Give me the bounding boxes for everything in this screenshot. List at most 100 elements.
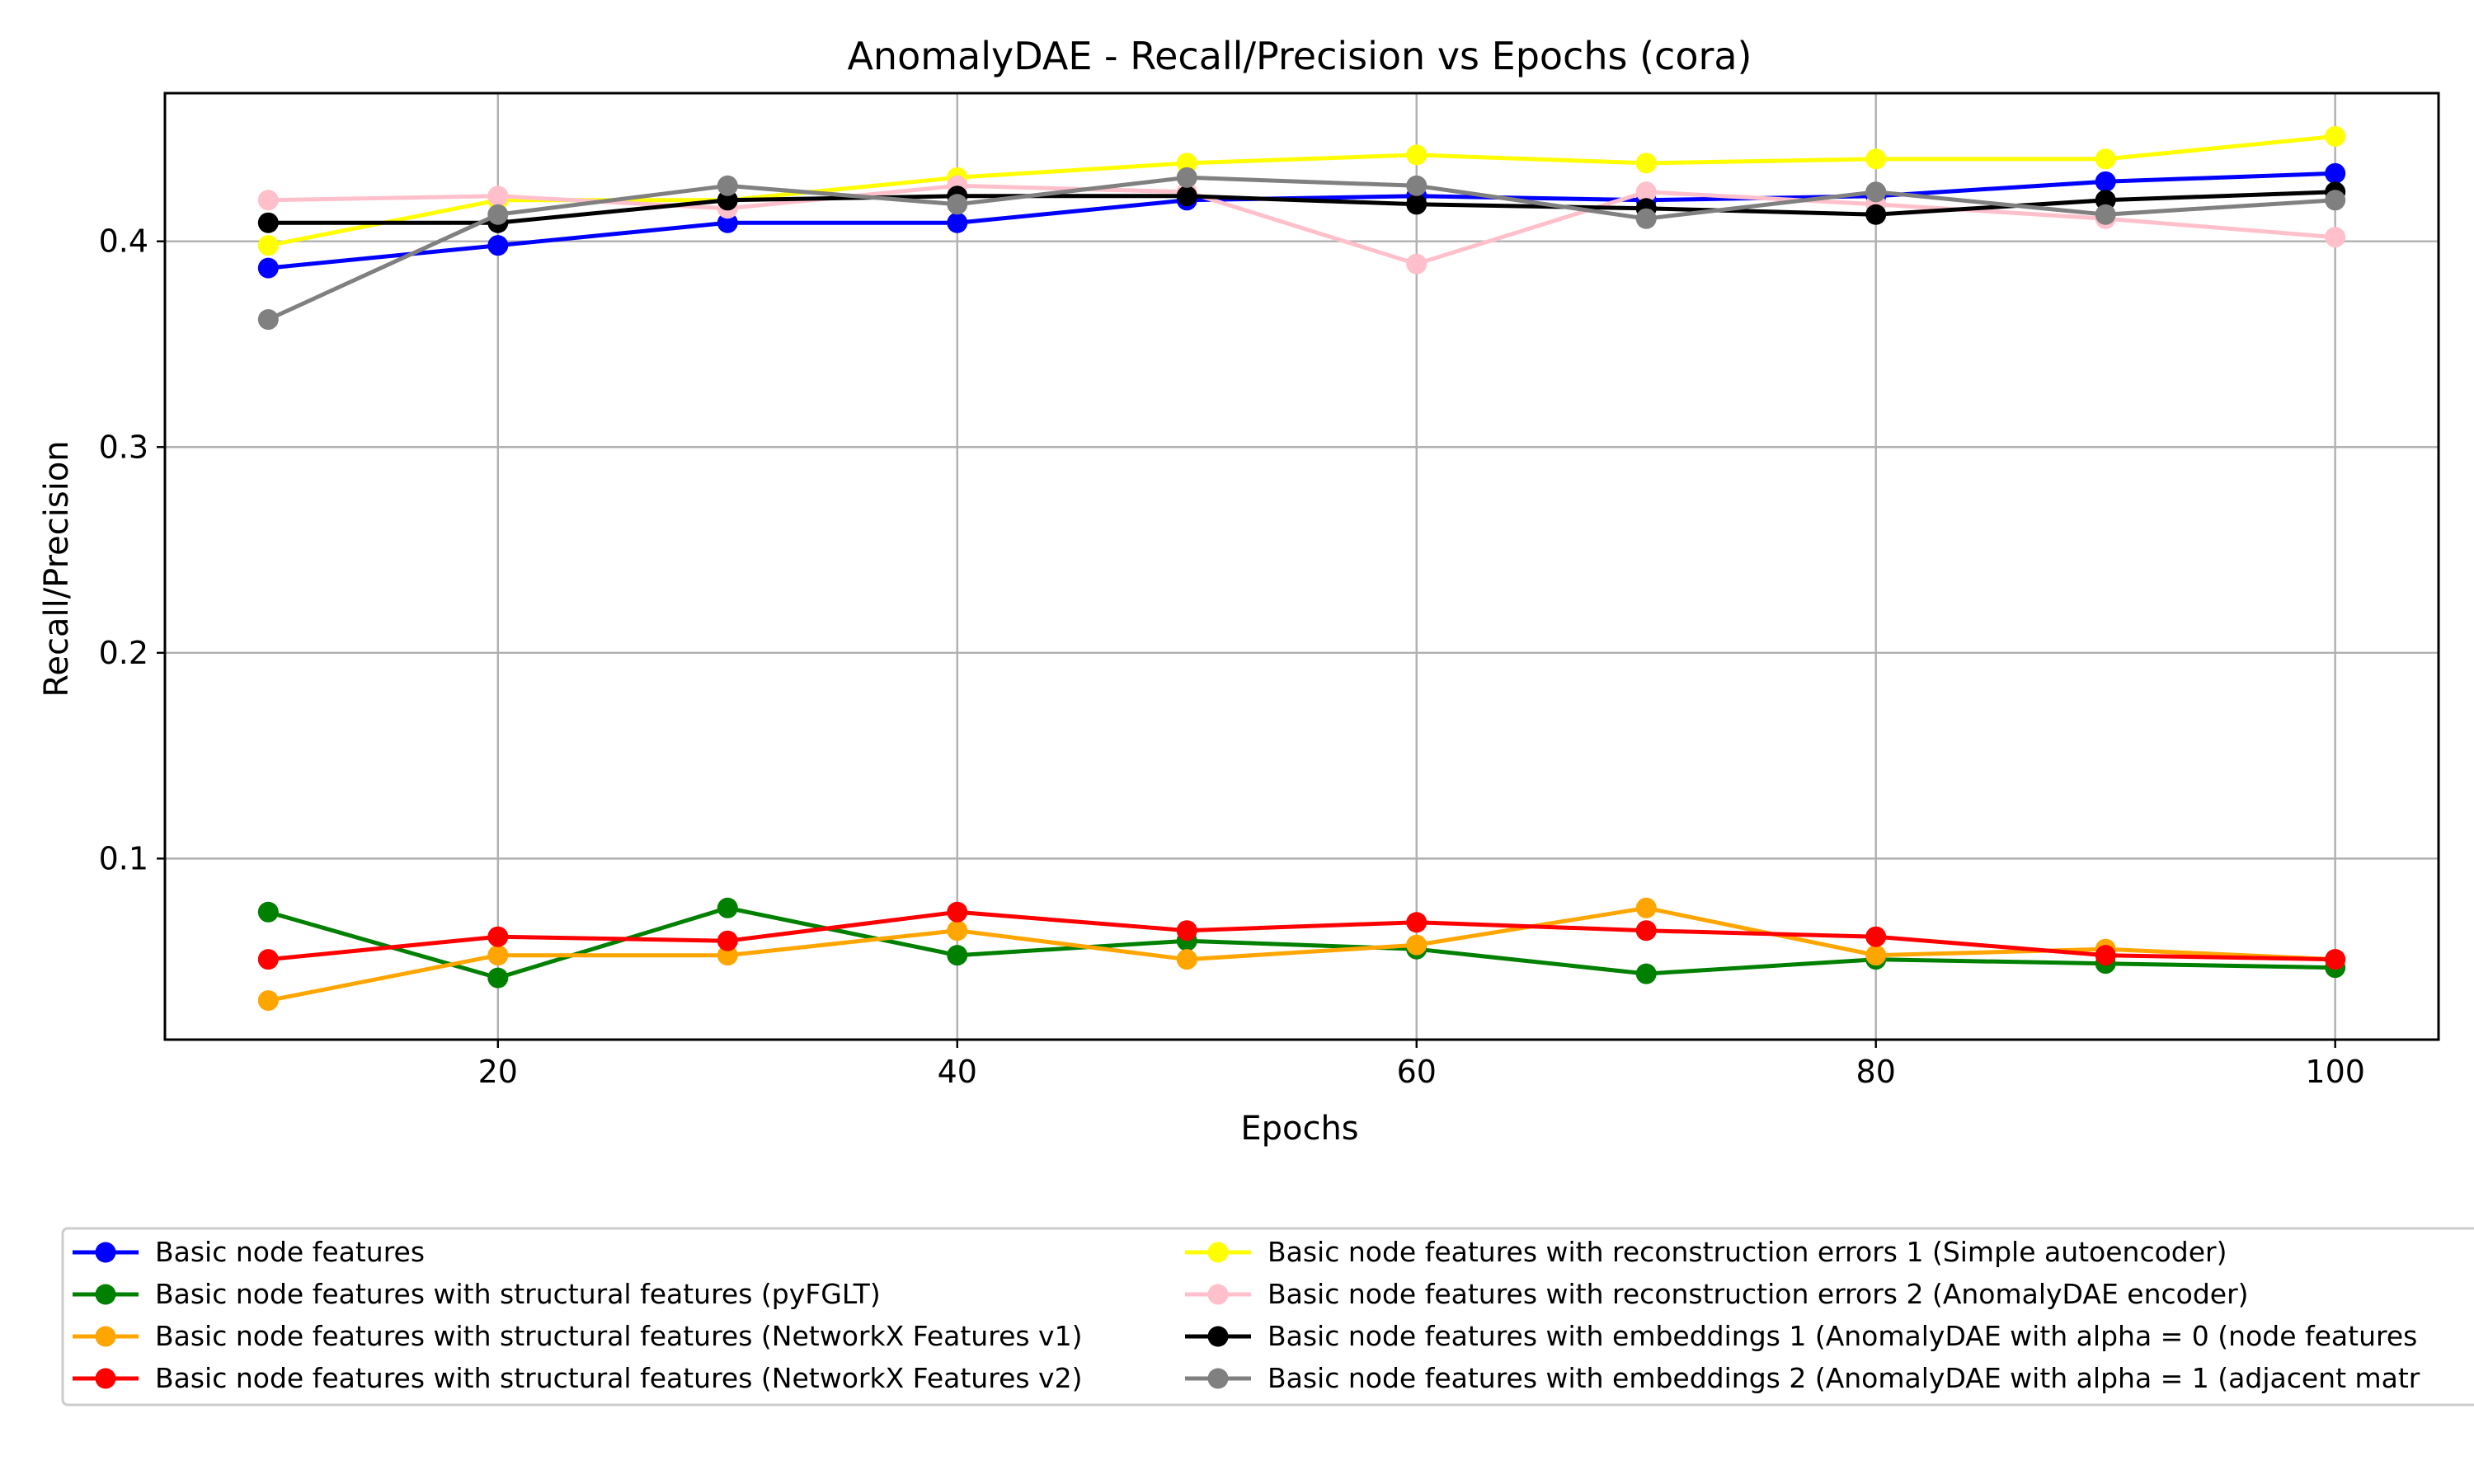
data-point bbox=[1635, 920, 1657, 942]
data-point bbox=[717, 930, 738, 951]
data-point bbox=[487, 186, 509, 207]
chart-title: AnomalyDAE - Recall/Precision vs Epochs … bbox=[847, 34, 1752, 78]
x-tick-label: 60 bbox=[1397, 1054, 1437, 1090]
series-line bbox=[268, 190, 2335, 225]
legend-marker bbox=[1207, 1326, 1229, 1347]
legend-marker bbox=[95, 1242, 116, 1263]
legend-item: Basic node features bbox=[73, 1236, 425, 1268]
legend-marker bbox=[95, 1368, 116, 1389]
data-point bbox=[2095, 945, 2116, 966]
data-point bbox=[1406, 253, 1427, 275]
data-point bbox=[1406, 144, 1427, 166]
legend-marker bbox=[1207, 1284, 1229, 1305]
x-axis-label: Epochs bbox=[1240, 1110, 1358, 1148]
legend-marker bbox=[1207, 1368, 1229, 1389]
plot-area-frame bbox=[163, 92, 2440, 1041]
data-point bbox=[1176, 153, 1197, 174]
legend-label: Basic node features with reconstruction … bbox=[1268, 1236, 2227, 1268]
data-point bbox=[1176, 167, 1197, 188]
data-point bbox=[2325, 162, 2346, 184]
data-point bbox=[487, 945, 509, 966]
data-point bbox=[257, 190, 279, 211]
series-line bbox=[267, 905, 2335, 1003]
legend-label: Basic node features with structural feat… bbox=[155, 1278, 881, 1310]
y-tick-label: 0.4 bbox=[99, 223, 148, 260]
data-point bbox=[1865, 204, 1887, 225]
data-point bbox=[1635, 208, 1657, 229]
data-point bbox=[717, 190, 738, 211]
series-line bbox=[268, 909, 2335, 962]
y-axis-label: Recall/Precision bbox=[38, 440, 76, 697]
data-point bbox=[1635, 181, 1657, 203]
legend-marker bbox=[95, 1326, 116, 1347]
data-point bbox=[947, 901, 968, 923]
axis-ticks: 20 40 60 80 100 0.1 0.2 0.3 0.4 bbox=[99, 223, 2365, 1090]
data-point bbox=[947, 194, 968, 215]
legend-label: Basic node features with embeddings 1 (A… bbox=[1268, 1320, 2417, 1352]
data-point bbox=[257, 235, 279, 256]
data-point bbox=[487, 204, 509, 225]
data-point bbox=[2325, 190, 2346, 211]
legend-label: Basic node features bbox=[155, 1236, 425, 1268]
data-point bbox=[2325, 949, 2346, 970]
data-point bbox=[257, 901, 279, 923]
data-point bbox=[2095, 204, 2116, 225]
data-point bbox=[1176, 949, 1197, 970]
data-point bbox=[947, 945, 968, 966]
series-2 bbox=[257, 897, 2346, 989]
series-4 bbox=[257, 901, 2346, 970]
data-point bbox=[487, 235, 509, 256]
legend-item: Basic node features with structural feat… bbox=[73, 1320, 1082, 1352]
data-point bbox=[717, 897, 738, 918]
legend-item: Basic node features with reconstruction … bbox=[1185, 1278, 2249, 1310]
legend-label: Basic node features with structural feat… bbox=[155, 1362, 1082, 1394]
legend-box bbox=[61, 1227, 2474, 1407]
legend-label: Basic node features with structural feat… bbox=[155, 1320, 1082, 1352]
data-point bbox=[1865, 926, 1887, 947]
legend-item: Basic node features with embeddings 2 (A… bbox=[1185, 1362, 2420, 1394]
y-tick-label: 0.1 bbox=[99, 840, 148, 876]
series-line bbox=[267, 905, 2335, 980]
data-point bbox=[2325, 227, 2346, 248]
data-point bbox=[1635, 897, 1657, 918]
series-line bbox=[268, 183, 2335, 266]
data-point bbox=[1865, 945, 1887, 966]
data-point bbox=[947, 212, 968, 233]
data-point bbox=[2325, 125, 2346, 147]
data-point bbox=[1635, 963, 1657, 984]
data-point bbox=[1865, 181, 1887, 203]
x-tick-label: 20 bbox=[478, 1054, 518, 1090]
data-point bbox=[257, 990, 279, 1012]
series-8 bbox=[257, 167, 2346, 331]
data-point bbox=[487, 926, 509, 947]
legend-item: Basic node features with reconstruction … bbox=[1185, 1236, 2227, 1268]
data-point bbox=[487, 967, 509, 989]
legend-marker bbox=[1207, 1242, 1229, 1263]
legend-marker bbox=[95, 1284, 116, 1305]
data-point bbox=[717, 945, 738, 966]
x-tick-label: 40 bbox=[938, 1054, 977, 1090]
legend-item: Basic node features with embeddings 1 (A… bbox=[1185, 1320, 2417, 1352]
series-line bbox=[268, 171, 2335, 270]
data-point bbox=[1406, 912, 1427, 933]
data-point bbox=[717, 175, 738, 196]
x-tick-label: 80 bbox=[1856, 1054, 1896, 1090]
data-point bbox=[1406, 194, 1427, 215]
data-point bbox=[1635, 153, 1657, 174]
y-tick-label: 0.3 bbox=[99, 429, 148, 465]
data-point bbox=[1406, 934, 1427, 956]
data-point bbox=[2095, 171, 2116, 192]
series-3 bbox=[257, 897, 2346, 1012]
data-point bbox=[1406, 175, 1427, 196]
legend: Basic node features Basic node features w… bbox=[61, 1227, 2474, 1407]
series-6 bbox=[257, 175, 2346, 275]
legend-item: Basic node features with structural feat… bbox=[73, 1278, 881, 1310]
series-group bbox=[257, 125, 2346, 1012]
data-point bbox=[1176, 186, 1197, 207]
data-point bbox=[257, 212, 279, 233]
data-point bbox=[1865, 148, 1887, 170]
data-point bbox=[947, 920, 968, 942]
data-point bbox=[257, 309, 279, 331]
legend-label: Basic node features with reconstruction … bbox=[1268, 1278, 2249, 1310]
series-line bbox=[267, 175, 2335, 322]
